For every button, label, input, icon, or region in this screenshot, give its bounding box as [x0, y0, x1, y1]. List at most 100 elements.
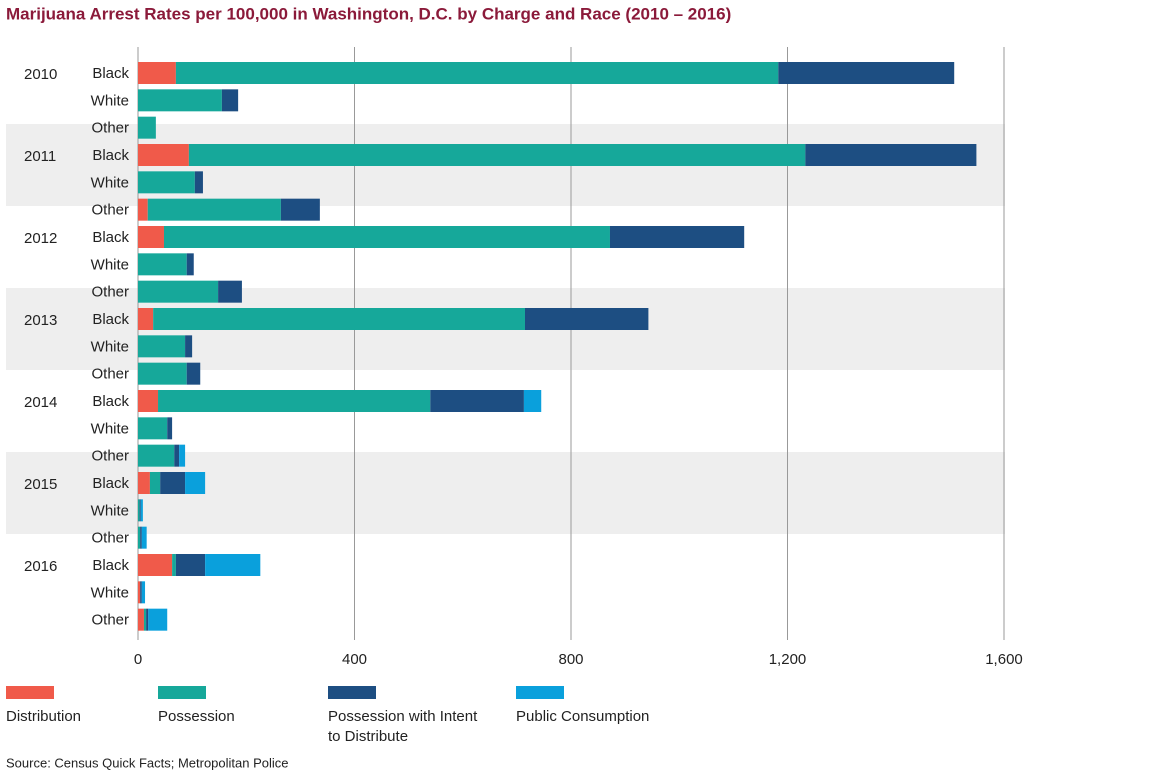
legend-label: Public Consumption	[516, 708, 650, 725]
x-tick-label: 1,600	[985, 651, 1023, 668]
y-tick-label: White	[91, 420, 129, 437]
y-tick-label: Other	[91, 366, 129, 383]
bar-segment	[221, 89, 239, 112]
bar-segment	[430, 390, 524, 412]
bar-segment	[138, 280, 219, 303]
legend-swatch	[328, 686, 376, 699]
bar-segment	[141, 581, 146, 604]
bar-segment	[524, 308, 649, 330]
y-tick-label: Black	[92, 229, 129, 246]
bar-segment	[138, 417, 168, 440]
y-tick-label: Other	[91, 202, 129, 219]
group-label: 2014	[24, 394, 57, 411]
bar-segment	[139, 499, 141, 522]
y-tick-label: Other	[91, 530, 129, 547]
bar-segment	[174, 444, 180, 467]
bar-segment	[138, 89, 222, 112]
bar-segment	[175, 62, 779, 84]
y-tick-label: Black	[92, 311, 129, 328]
bar-segment	[185, 335, 193, 358]
legend-label: Distribution	[6, 708, 82, 725]
bar-segment	[805, 144, 977, 166]
legend-item: Public Consumption	[516, 686, 666, 727]
bar-segment	[138, 171, 195, 194]
bar-segment	[175, 554, 206, 576]
bar-segment	[778, 62, 955, 84]
x-tick-label: 1,200	[769, 651, 807, 668]
bar-segment	[186, 253, 194, 276]
legend-label: Possession with Intent to Distribute	[328, 708, 478, 745]
y-tick-label: White	[91, 502, 129, 519]
bar-segment	[153, 308, 525, 330]
bar-segment	[148, 608, 168, 631]
bar-segment	[140, 499, 143, 522]
x-tick-label: 400	[342, 651, 367, 668]
bar-segment	[218, 280, 242, 303]
bar-segment	[138, 444, 175, 467]
y-tick-label: White	[91, 174, 129, 191]
bar-segment	[138, 198, 148, 221]
bar-segment	[138, 581, 141, 604]
group-label: 2015	[24, 476, 57, 493]
bar-segment	[140, 581, 142, 604]
group-label: 2010	[24, 66, 57, 83]
y-tick-label: Other	[91, 612, 129, 629]
chart-title: Marijuana Arrest Rates per 100,000 in Wa…	[6, 4, 731, 23]
y-tick-label: Other	[91, 448, 129, 465]
bar-segment	[138, 253, 187, 276]
x-tick-label: 0	[134, 651, 142, 668]
bar-segment	[523, 390, 542, 412]
bar-segment	[185, 472, 206, 494]
y-tick-label: White	[91, 338, 129, 355]
y-tick-label: White	[91, 256, 129, 273]
bar-segment	[179, 444, 186, 467]
y-tick-label: Other	[91, 284, 129, 301]
bar-segment	[138, 62, 176, 84]
y-tick-label: Black	[92, 147, 129, 164]
bar-segment	[172, 554, 176, 576]
y-tick-label: Black	[92, 65, 129, 82]
bar-segment	[163, 226, 610, 248]
bar-segment	[141, 526, 147, 549]
x-tick-label: 800	[558, 651, 583, 668]
legend-label: Possession	[158, 708, 235, 725]
group-label: 2011	[24, 148, 56, 165]
bar-segment	[138, 116, 156, 139]
y-tick-label: White	[91, 92, 129, 109]
bar-segment	[194, 171, 203, 194]
bar-segment	[205, 554, 261, 576]
legend-swatch	[516, 686, 564, 699]
y-tick-label: Other	[91, 120, 129, 137]
y-tick-label: White	[91, 584, 129, 601]
bar-segment	[138, 335, 186, 358]
bar-segment	[138, 390, 159, 412]
bar-segment	[609, 226, 745, 248]
legend-item: Distribution	[6, 686, 156, 727]
y-tick-label: Black	[92, 557, 129, 574]
bar-segment	[138, 526, 141, 549]
bar-segment	[138, 554, 173, 576]
bar-segment	[147, 198, 281, 221]
bar-segment	[138, 499, 140, 522]
bar-segment	[138, 226, 164, 248]
source-note: Source: Census Quick Facts; Metropolitan…	[6, 755, 289, 770]
bar-segment	[167, 417, 173, 440]
y-tick-label: Black	[92, 475, 129, 492]
bar-segment	[280, 198, 320, 221]
bar-segment	[146, 608, 149, 631]
legend-item: Possession	[158, 686, 308, 727]
bar-segment	[138, 362, 187, 385]
bar-segment	[138, 608, 144, 631]
y-tick-label: Black	[92, 393, 129, 410]
legend-swatch	[6, 686, 54, 699]
bar-segment	[140, 526, 142, 549]
group-label: 2012	[24, 230, 57, 247]
bar-segment	[160, 472, 186, 494]
group-label: 2016	[24, 558, 57, 575]
group-label: 2013	[24, 312, 57, 329]
bar-segment	[149, 472, 161, 494]
bar-segment	[138, 472, 150, 494]
bar-segment	[158, 390, 431, 412]
